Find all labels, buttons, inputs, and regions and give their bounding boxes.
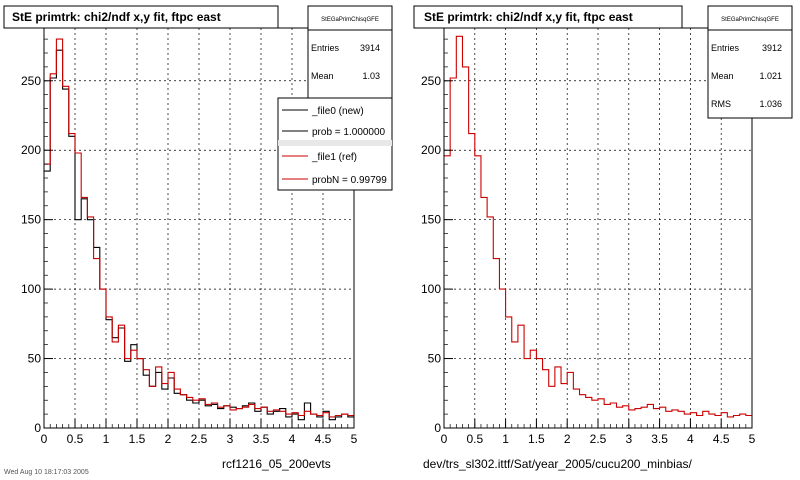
left-stats-name: StEGaPrimChisqGFE bbox=[321, 17, 379, 23]
x-tick-label: 4.5 bbox=[315, 432, 332, 446]
x-tick-label: 5 bbox=[351, 432, 358, 446]
right-series-0-histogram bbox=[444, 35, 752, 418]
x-tick-label: 5 bbox=[749, 432, 756, 446]
x-tick-label: 0.5 bbox=[67, 432, 84, 446]
x-tick-label: 2.5 bbox=[191, 432, 208, 446]
x-tick-label: 2.5 bbox=[590, 432, 607, 446]
y-tick-label: 100 bbox=[421, 282, 441, 296]
legend-entry-file1: _file1 (ref) bbox=[311, 152, 357, 163]
left-xlabel: rcf1216_05_200evts bbox=[222, 457, 331, 471]
right-stats-entries-label: Entries bbox=[711, 43, 740, 53]
right-stats-mean-value: 1.021 bbox=[759, 71, 782, 81]
left-series-0-histogram bbox=[44, 49, 354, 421]
right-series bbox=[444, 35, 752, 418]
right-stats-mean-label: Mean bbox=[711, 71, 734, 81]
x-tick-label: 0 bbox=[41, 432, 48, 446]
right-grid bbox=[444, 28, 752, 428]
legend-entry-file0: _file0 (new) bbox=[311, 106, 364, 117]
x-tick-label: 3.5 bbox=[253, 432, 270, 446]
right-stats-rms-value: 1.036 bbox=[759, 99, 782, 109]
right-xlabel: dev/trs_sl302.ittf/Sat/year_2005/cucu200… bbox=[423, 457, 692, 471]
y-tick-label: 200 bbox=[21, 143, 41, 157]
x-tick-label: 0 bbox=[441, 432, 448, 446]
y-tick-label: 200 bbox=[421, 143, 441, 157]
y-tick-label: 250 bbox=[421, 74, 441, 88]
left-series bbox=[44, 38, 354, 421]
y-tick-label: 150 bbox=[21, 213, 41, 227]
y-tick-label: 50 bbox=[428, 352, 442, 366]
left-stats-mean-value: 1.03 bbox=[362, 71, 380, 81]
y-tick-label: 150 bbox=[421, 213, 441, 227]
y-tick-label: 250 bbox=[21, 74, 41, 88]
right-stats-entries-value: 3912 bbox=[762, 43, 782, 53]
right-stats-rms-label: RMS bbox=[711, 99, 731, 109]
x-tick-label: 0.5 bbox=[466, 432, 483, 446]
x-tick-label: 4 bbox=[289, 432, 296, 446]
right-title: StE primtrk: chi2/ndf x,y fit, ftpc east bbox=[424, 10, 633, 24]
left-title: StE primtrk: chi2/ndf x,y fit, ftpc east bbox=[12, 10, 221, 24]
x-tick-label: 1 bbox=[502, 432, 509, 446]
right-title-box bbox=[413, 5, 683, 29]
x-tick-label: 4.5 bbox=[713, 432, 730, 446]
x-tick-label: 1.5 bbox=[528, 432, 545, 446]
x-tick-label: 2 bbox=[564, 432, 571, 446]
x-tick-label: 2 bbox=[165, 432, 172, 446]
legend-separator bbox=[278, 140, 392, 146]
right-stats-box bbox=[707, 5, 793, 119]
left-series-1-histogram bbox=[44, 38, 354, 418]
left-stats-entries-label: Entries bbox=[311, 43, 340, 53]
x-tick-label: 3 bbox=[625, 432, 632, 446]
y-tick-label: 50 bbox=[28, 352, 42, 366]
x-tick-label: 1 bbox=[103, 432, 110, 446]
x-tick-label: 3 bbox=[227, 432, 234, 446]
left-title-box bbox=[3, 5, 279, 29]
y-tick-label: 0 bbox=[34, 421, 41, 435]
right-stats-name: StEGaPrimChisqGFE bbox=[721, 17, 779, 23]
left-stats-mean-label: Mean bbox=[311, 71, 334, 81]
left-stats-entries-value: 3914 bbox=[360, 43, 380, 53]
x-tick-label: 3.5 bbox=[651, 432, 668, 446]
y-tick-label: 100 bbox=[21, 282, 41, 296]
x-tick-label: 4 bbox=[687, 432, 694, 446]
y-tick-label: 0 bbox=[434, 421, 441, 435]
x-tick-label: 1.5 bbox=[129, 432, 146, 446]
footer-timestamp: Wed Aug 10 18:17:03 2005 bbox=[4, 469, 89, 476]
legend-entry-prob: prob = 1.000000 bbox=[312, 127, 386, 138]
legend-entry-probn: probN = 0.99799 bbox=[312, 175, 387, 186]
